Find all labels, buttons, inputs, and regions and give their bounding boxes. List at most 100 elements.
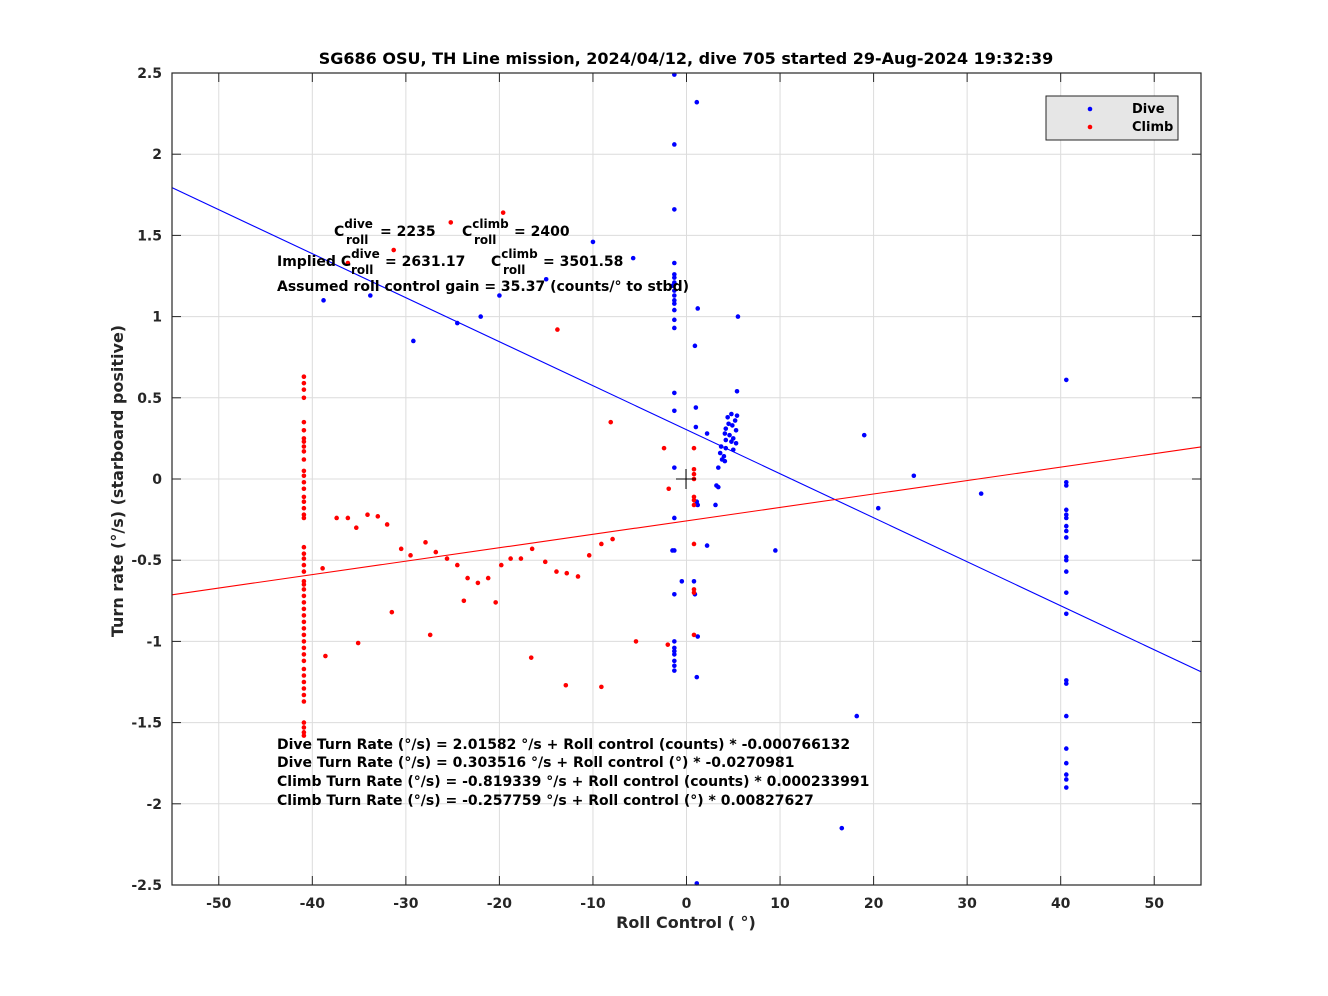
dive-point — [1063, 523, 1069, 529]
axis-ticks — [172, 72, 1201, 886]
dive-point — [1063, 515, 1069, 521]
dive-point — [1063, 479, 1069, 485]
x-tick-label: -10 — [580, 896, 606, 912]
climb-point — [691, 632, 697, 638]
dive-point — [672, 298, 677, 303]
climb-point — [691, 466, 697, 472]
dive-point — [672, 668, 677, 673]
c-roll-dive-annotation: Cdive roll = 2235 — [334, 217, 436, 247]
climb-point — [391, 247, 397, 253]
climb-point — [301, 457, 307, 462]
dive-point — [1063, 777, 1069, 782]
dive-point — [672, 652, 677, 657]
equation-climb-degrees: Climb Turn Rate (°/s) = -0.257759 °/s + … — [277, 793, 814, 809]
climb-point — [301, 544, 307, 550]
climb-point — [353, 525, 359, 531]
dive-point — [672, 288, 677, 293]
dive-point — [694, 674, 700, 680]
y-tick-label: 1.5 — [137, 228, 162, 244]
dive-point — [733, 427, 739, 433]
dive-point — [672, 592, 677, 597]
equation-dive-degrees: Dive Turn Rate (°/s) = 0.303516 °/s + Ro… — [277, 755, 795, 771]
dive-point — [497, 293, 502, 298]
c-roll-climb-annotation: Cclimb roll = 2400 — [462, 217, 570, 247]
dive-point — [1063, 760, 1069, 766]
climb-point — [301, 473, 307, 479]
climb-point — [301, 562, 307, 568]
dive-point — [672, 645, 677, 651]
climb-point — [301, 725, 307, 730]
dive-point — [672, 663, 677, 669]
dive-point — [672, 272, 677, 277]
dive-point — [679, 579, 685, 584]
climb-point — [691, 497, 697, 503]
dive-point — [729, 439, 734, 444]
dive-point — [695, 502, 701, 508]
dive-point — [875, 505, 881, 511]
x-axis-label: Roll Control ( °) — [616, 913, 756, 932]
y-tick-label: -2.5 — [131, 878, 162, 894]
climb-point — [301, 468, 307, 474]
dive-point — [713, 502, 718, 508]
y-tick-label: 2.5 — [137, 66, 162, 82]
dive-point — [693, 405, 699, 410]
chart-title: SG686 OSU, TH Line mission, 2024/04/12, … — [319, 49, 1053, 68]
dive-point — [734, 413, 740, 418]
climb-point — [691, 445, 697, 451]
climb-point — [301, 439, 307, 444]
dive-point — [773, 548, 778, 553]
dive-point — [695, 634, 701, 639]
climb-point — [529, 546, 535, 552]
dive-point — [1063, 590, 1069, 595]
climb-point — [355, 640, 361, 646]
dive-point — [694, 99, 700, 105]
climb-point — [301, 606, 307, 612]
climb-point — [475, 580, 481, 586]
fit-equations: Dive Turn Rate (°/s) = 2.01582 °/s + Rol… — [277, 737, 869, 809]
dive-point — [672, 307, 677, 313]
x-tick-label: -20 — [487, 896, 513, 912]
climb-point — [608, 419, 614, 425]
climb-point — [691, 541, 697, 547]
dive-point — [455, 320, 460, 326]
dive-point — [672, 639, 677, 644]
legend: Dive Climb — [1045, 95, 1179, 141]
climb-point — [301, 619, 307, 625]
climb-point — [455, 562, 460, 568]
climb-point — [301, 569, 307, 574]
climb-point — [301, 733, 307, 738]
climb-point — [423, 540, 428, 545]
dive-point — [368, 293, 373, 298]
climb-point — [301, 686, 307, 691]
dive-point — [1063, 557, 1069, 563]
dive-point — [730, 447, 736, 453]
climb-point — [398, 546, 404, 552]
climb-point — [301, 582, 307, 587]
equation-climb-counts: Climb Turn Rate (°/s) = -0.819339 °/s + … — [277, 774, 869, 790]
dive-point — [1063, 483, 1069, 488]
climb-point — [500, 210, 506, 215]
y-tick-label: -0.5 — [131, 553, 162, 569]
dive-point — [718, 444, 724, 449]
climb-point — [301, 387, 307, 392]
climb-point — [554, 569, 559, 574]
crosshair-cursor — [676, 469, 696, 489]
dive-point — [722, 458, 728, 464]
legend-climb-label: Climb — [1132, 120, 1173, 135]
y-tick-label: -2 — [146, 797, 162, 813]
dive-point — [704, 543, 710, 548]
implied-climb-annotation: Cclimb roll = 3501.58 — [491, 247, 623, 277]
dive-point — [861, 432, 867, 438]
y-tick-label: 1 — [152, 310, 162, 326]
dive-point — [630, 255, 636, 261]
climb-point — [564, 570, 570, 576]
climb-point — [301, 444, 307, 449]
climb-point — [586, 553, 592, 558]
climb-point — [301, 645, 307, 651]
dive-point — [693, 424, 699, 430]
climb-point — [427, 632, 433, 638]
dive-point — [1063, 746, 1069, 751]
climb-point — [301, 639, 307, 644]
dive-point — [717, 450, 723, 456]
